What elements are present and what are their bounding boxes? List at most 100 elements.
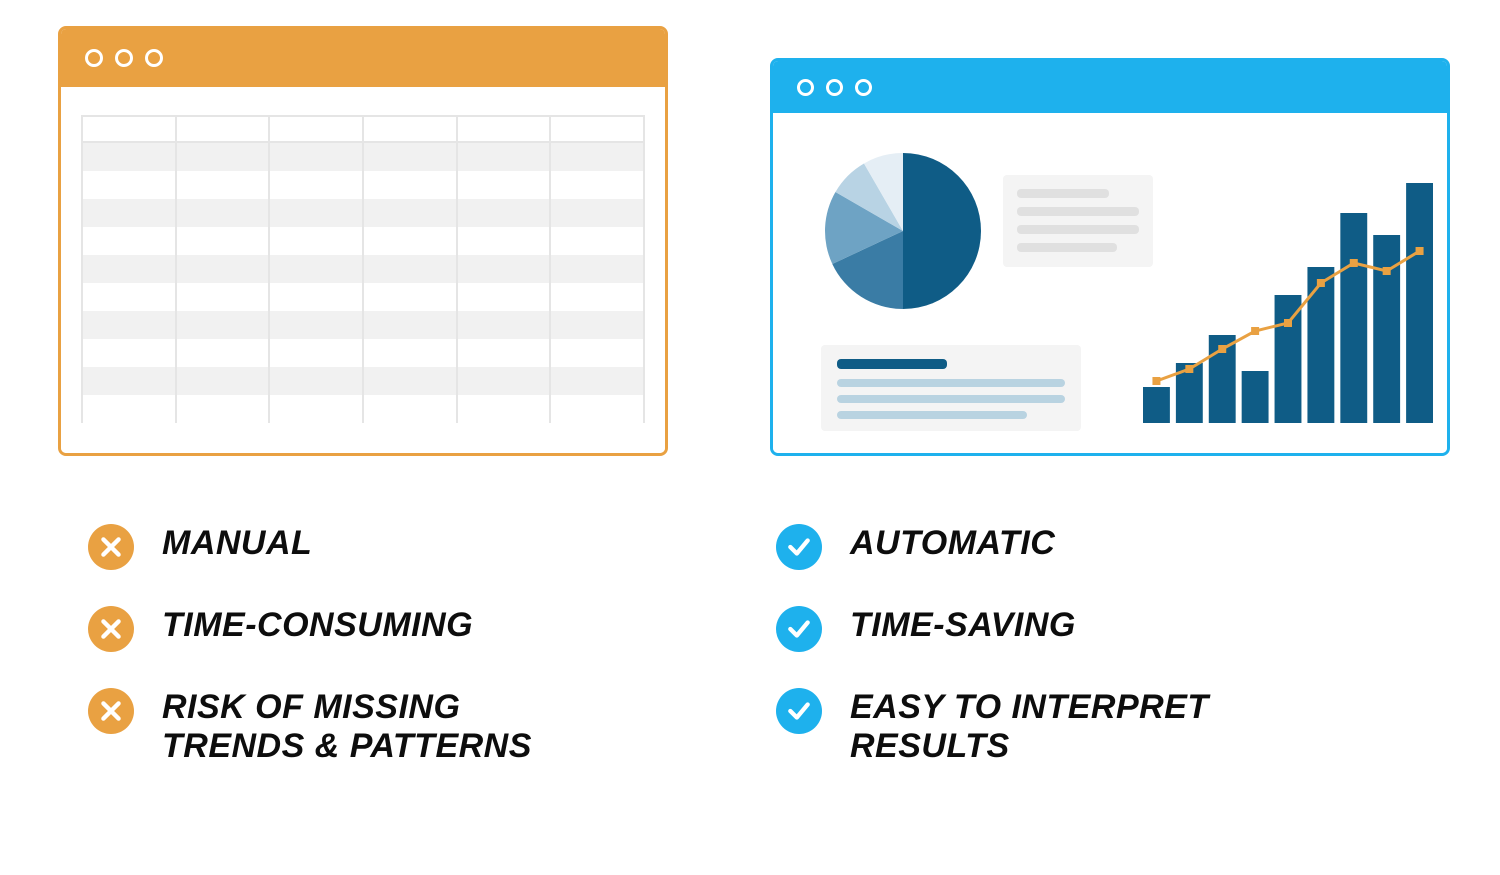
spreadsheet-cell [551, 227, 645, 255]
spreadsheet-cell [364, 367, 458, 395]
spreadsheet-cell [458, 143, 552, 171]
placeholder-line [1017, 243, 1117, 252]
bullet-item: RISK OF MISSINGTRENDS & PATTERNS [88, 686, 532, 766]
spreadsheet-cell [551, 395, 645, 423]
bullet-label: TIME-SAVING [850, 604, 1076, 645]
legend-block [1003, 175, 1153, 267]
spreadsheet-cell [551, 283, 645, 311]
spreadsheet-cell [364, 255, 458, 283]
spreadsheet-cell [81, 339, 177, 367]
trend-marker [1251, 327, 1259, 335]
cons-list: MANUALTIME-CONSUMINGRISK OF MISSINGTREND… [88, 522, 532, 800]
spreadsheet-cell [81, 227, 177, 255]
window-dot-icon [797, 79, 814, 96]
spreadsheet-grid [61, 87, 665, 451]
x-circle-icon [88, 524, 134, 570]
spreadsheet-cell [458, 199, 552, 227]
trend-marker [1218, 345, 1226, 353]
spreadsheet-cell [177, 339, 271, 367]
spreadsheet-row [81, 227, 645, 255]
pros-list: AUTOMATIC TIME-SAVING EASY TO INTERPRETRES… [776, 522, 1209, 800]
bullet-item: AUTOMATIC [776, 522, 1209, 570]
window-dot-icon [115, 49, 133, 67]
bullet-label: MANUAL [162, 522, 312, 563]
spreadsheet-cell [364, 395, 458, 423]
text-card [821, 345, 1081, 431]
spreadsheet-row [81, 171, 645, 199]
spreadsheet-cell [270, 367, 364, 395]
spreadsheet-cell [458, 339, 552, 367]
bar [1275, 295, 1302, 423]
spreadsheet-cell [81, 171, 177, 199]
placeholder-line [837, 379, 1065, 387]
spreadsheet-cell [458, 171, 552, 199]
spreadsheet-cell [364, 115, 458, 143]
placeholder-line [1017, 207, 1139, 216]
trend-marker [1350, 259, 1358, 267]
trend-marker [1152, 377, 1160, 385]
bar [1307, 267, 1334, 423]
spreadsheet-cell [458, 255, 552, 283]
spreadsheet-cell [364, 339, 458, 367]
spreadsheet-cell [81, 311, 177, 339]
spreadsheet-window [58, 26, 668, 456]
spreadsheet-cell [458, 115, 552, 143]
spreadsheet-cell [551, 311, 645, 339]
bullet-label: AUTOMATIC [850, 522, 1055, 563]
spreadsheet-cell [81, 199, 177, 227]
spreadsheet-cell [551, 115, 645, 143]
spreadsheet-cell [364, 283, 458, 311]
bar [1373, 235, 1400, 423]
trend-marker [1284, 319, 1292, 327]
bar [1340, 213, 1367, 423]
x-circle-icon [88, 688, 134, 734]
bar [1143, 387, 1170, 423]
spreadsheet-cell [177, 199, 271, 227]
spreadsheet-cell [458, 227, 552, 255]
spreadsheet-cell [270, 311, 364, 339]
spreadsheet-cell [458, 395, 552, 423]
spreadsheet-body [61, 87, 665, 456]
spreadsheet-cell [81, 255, 177, 283]
bullet-item: EASY TO INTERPRETRESULTS [776, 686, 1209, 766]
check-circle-icon [776, 688, 822, 734]
bar [1406, 183, 1433, 423]
placeholder-line [1017, 225, 1139, 234]
spreadsheet-row [81, 367, 645, 395]
bullet-item: MANUAL [88, 522, 532, 570]
spreadsheet-cell [364, 199, 458, 227]
spreadsheet-cell [81, 115, 177, 143]
spreadsheet-cell [270, 283, 364, 311]
spreadsheet-cell [551, 367, 645, 395]
spreadsheet-cell [458, 311, 552, 339]
spreadsheet-cell [177, 283, 271, 311]
spreadsheet-cell [551, 171, 645, 199]
placeholder-line [837, 411, 1027, 419]
spreadsheet-row [81, 199, 645, 227]
dashboard-body [773, 113, 1447, 456]
spreadsheet-row [81, 143, 645, 171]
spreadsheet-row [81, 311, 645, 339]
spreadsheet-cell [177, 395, 271, 423]
trend-marker [1383, 267, 1391, 275]
spreadsheet-cell [81, 143, 177, 171]
spreadsheet-cell [270, 115, 364, 143]
spreadsheet-cell [551, 199, 645, 227]
spreadsheet-cell [177, 227, 271, 255]
check-circle-icon [776, 606, 822, 652]
spreadsheet-cell [177, 367, 271, 395]
bar [1242, 371, 1269, 423]
spreadsheet-cell [551, 255, 645, 283]
window-dot-icon [826, 79, 843, 96]
spreadsheet-cell [458, 367, 552, 395]
bullet-label: RISK OF MISSINGTRENDS & PATTERNS [162, 686, 532, 766]
placeholder-line [1017, 189, 1109, 198]
spreadsheet-row [81, 395, 645, 423]
trend-marker [1416, 247, 1424, 255]
spreadsheet-cell [177, 311, 271, 339]
spreadsheet-row [81, 255, 645, 283]
spreadsheet-cell [270, 171, 364, 199]
spreadsheet-cell [364, 311, 458, 339]
spreadsheet-cell [364, 143, 458, 171]
spreadsheet-cell [364, 171, 458, 199]
